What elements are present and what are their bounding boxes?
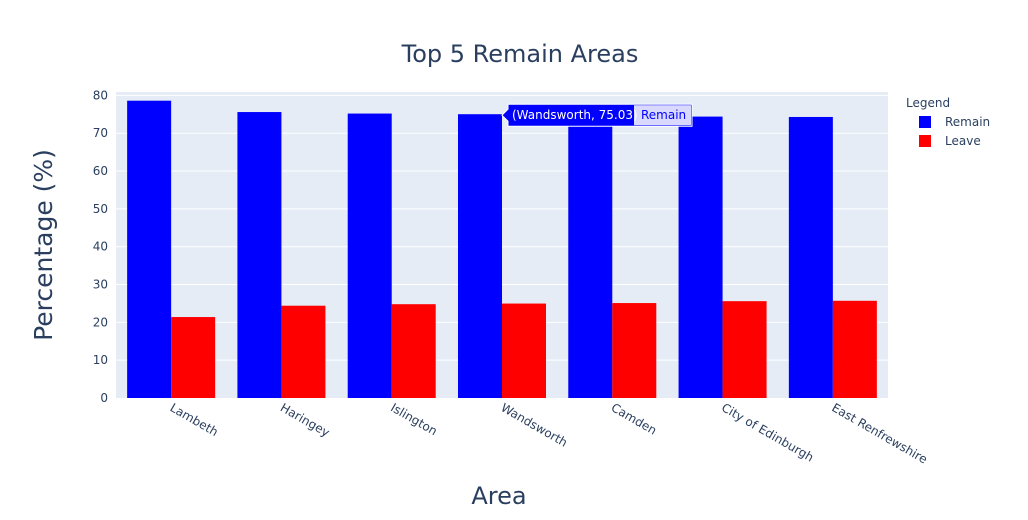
bar-remain[interactable]: [458, 114, 502, 398]
bar-leave[interactable]: [171, 317, 216, 398]
hover-tooltip: (Wandsworth, 75.03) Remain: [501, 103, 693, 127]
bar-leave[interactable]: [391, 304, 436, 398]
bar-leave[interactable]: [502, 303, 546, 398]
x-tick-label: Camden: [609, 400, 659, 437]
x-tick-label: Islington: [388, 400, 439, 438]
x-axis-ticks: Lambeth Haringey Islington Wandsworth Camden…: [168, 400, 930, 466]
chart-title: Top 5 Remain Areas: [401, 40, 639, 68]
y-tick-label: 80: [93, 88, 108, 102]
bar-leave[interactable]: [832, 300, 877, 398]
bar-remain[interactable]: [678, 116, 723, 398]
hover-name-box: [634, 105, 691, 126]
legend-label-remain[interactable]: Remain: [945, 115, 990, 129]
hover-value-text: (Wandsworth, 75.03): [512, 108, 638, 122]
bar-remain[interactable]: [347, 113, 392, 399]
y-tick-label: 60: [93, 164, 108, 178]
bar-remain[interactable]: [788, 116, 833, 399]
legend-label-leave[interactable]: Leave: [945, 134, 981, 148]
y-tick-label: 70: [93, 126, 108, 140]
x-tick-label: Haringey: [278, 400, 332, 439]
legend-swatch-leave[interactable]: [919, 135, 931, 147]
bar-leave[interactable]: [281, 305, 326, 398]
y-tick-label: 40: [93, 240, 108, 254]
x-tick-label: Wandsworth: [499, 400, 570, 449]
legend-title: Legend: [906, 96, 950, 110]
y-tick-label: 10: [93, 353, 108, 367]
bar-remain[interactable]: [127, 100, 172, 398]
y-tick-label: 30: [93, 278, 108, 292]
bar-remain[interactable]: [237, 112, 282, 399]
bar-leave[interactable]: [612, 303, 657, 398]
y-axis-title: Percentage (%): [29, 149, 58, 341]
y-tick-label: 20: [93, 315, 108, 329]
bar-remain[interactable]: [568, 114, 613, 398]
x-tick-label: Lambeth: [168, 400, 221, 439]
x-tick-label: East Renfrewshire: [829, 400, 929, 466]
y-tick-label: 0: [100, 391, 108, 405]
bar-leave[interactable]: [722, 301, 767, 398]
x-axis-title: Area: [471, 482, 526, 510]
x-tick-label: City of Edinburgh: [719, 400, 816, 464]
y-tick-label: 50: [93, 202, 108, 216]
hover-series-text: Remain: [641, 108, 686, 122]
bars: [127, 100, 877, 399]
legend: Legend Remain Leave: [906, 96, 990, 148]
y-axis-ticks: 0 10 20 30 40 50 60 70 80: [93, 88, 108, 405]
legend-swatch-remain[interactable]: [919, 116, 931, 128]
